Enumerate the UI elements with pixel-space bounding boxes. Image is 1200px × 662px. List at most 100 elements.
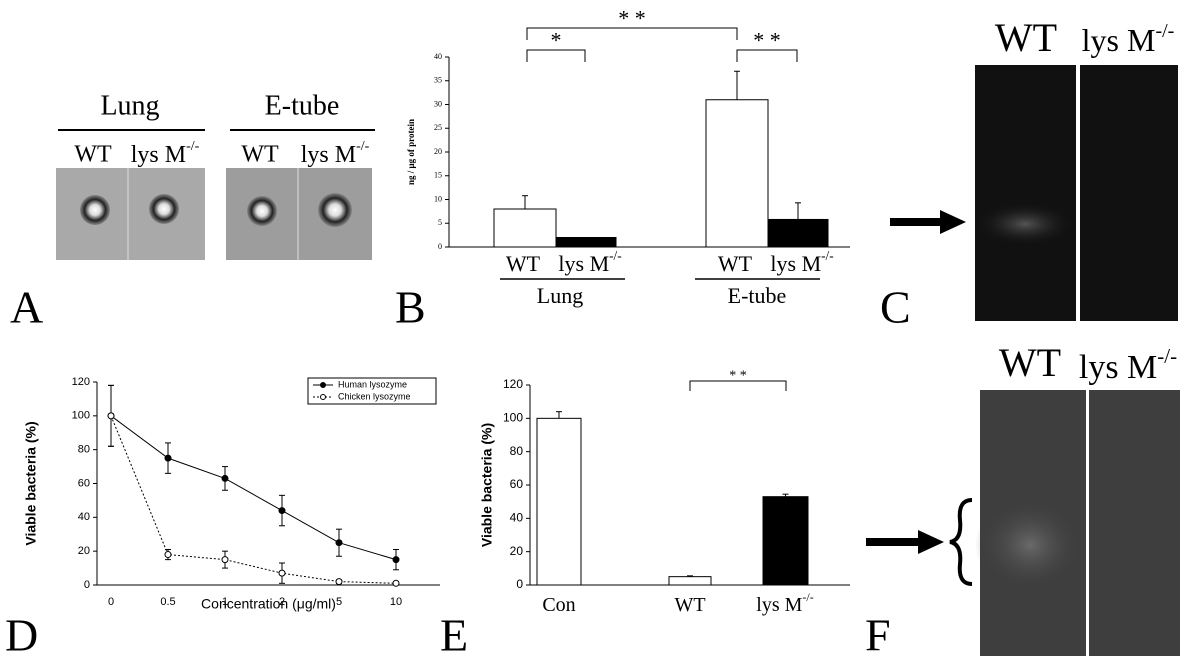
x-tick-label: 1 xyxy=(222,596,228,608)
series-line xyxy=(110,415,397,584)
y-tick-label: 5 xyxy=(438,218,442,227)
significance-label: * xyxy=(551,27,562,52)
plate-well xyxy=(318,193,352,227)
group-title: Lung xyxy=(100,90,159,121)
group-title: E-tube xyxy=(265,90,340,121)
x-tick-label-text: WT xyxy=(506,251,541,276)
legend-box xyxy=(307,377,437,405)
bar xyxy=(536,417,582,586)
significance-label: * * xyxy=(729,368,747,383)
lane-label: WT xyxy=(241,142,279,168)
y-tick-label: 30 xyxy=(434,99,442,108)
significance-bracket xyxy=(736,49,798,62)
y-tick-label: 80 xyxy=(510,444,524,458)
panel-label: C xyxy=(880,282,911,333)
marker xyxy=(164,551,172,559)
y-axis-label: Viable bacteria (%) xyxy=(23,421,39,545)
x-tick-label-text: lys M xyxy=(770,251,821,276)
significance-label: * * xyxy=(753,27,781,52)
x-tick-label-text: lys M xyxy=(756,594,802,616)
panel-label: F xyxy=(865,610,891,661)
marker xyxy=(164,454,172,462)
marker xyxy=(221,474,229,482)
x-tick-label-text: WT xyxy=(674,594,705,616)
superscript: -/- xyxy=(356,139,370,154)
x-tick-label: lys M-/- xyxy=(558,248,621,276)
x-tick-label: WT xyxy=(718,251,753,276)
y-tick-label: 10 xyxy=(434,194,442,203)
y-tick-label: 15 xyxy=(434,171,442,180)
superscript: -/- xyxy=(821,248,833,263)
y-tick-label: 0 xyxy=(438,242,442,251)
x-tick-label: lys M-/- xyxy=(770,248,833,276)
superscript: -/- xyxy=(1157,344,1177,368)
lane-label: lys M-/- xyxy=(301,139,370,167)
panel-label: D xyxy=(5,610,38,661)
x-tick-label: WT xyxy=(506,251,541,276)
x-tick-label: Con xyxy=(542,594,575,616)
marker xyxy=(107,412,115,420)
bar xyxy=(668,576,712,586)
lane-label-text: lys M xyxy=(1082,22,1156,58)
x-tick-label: 10 xyxy=(390,596,402,608)
arrow xyxy=(866,530,944,554)
superscript: -/- xyxy=(802,590,813,604)
bar xyxy=(767,218,829,248)
bar xyxy=(762,496,809,586)
marker xyxy=(392,579,400,587)
group-label: E-tube xyxy=(728,283,787,308)
x-tick-label: 0.5 xyxy=(160,596,175,608)
bar xyxy=(555,237,617,248)
x-axis-label: Concentration (μg/ml) xyxy=(201,596,336,612)
superscript: -/- xyxy=(609,248,621,263)
y-tick-label: 100 xyxy=(72,410,90,422)
legend-marker xyxy=(320,394,326,400)
lane-label-text: lys M xyxy=(301,142,356,168)
y-tick-label: 25 xyxy=(434,123,442,132)
series-line xyxy=(110,415,397,561)
superscript: -/- xyxy=(1155,20,1174,42)
x-tick-label: 5 xyxy=(336,596,342,608)
legend-label: Chicken lysozyme xyxy=(338,391,411,401)
plate-well xyxy=(247,196,277,226)
marker xyxy=(278,569,286,577)
y-tick-label: 60 xyxy=(510,477,524,491)
lane-label: lys M-/- xyxy=(1082,20,1175,59)
y-tick-label: 40 xyxy=(510,511,524,525)
y-tick-label: 20 xyxy=(78,545,90,557)
y-tick-label: 20 xyxy=(510,544,524,558)
x-tick-label-text: WT xyxy=(718,251,753,276)
y-tick-label: 60 xyxy=(78,477,90,489)
y-tick-label: 35 xyxy=(434,76,442,85)
bar xyxy=(705,99,769,248)
y-tick-label: 20 xyxy=(434,147,442,156)
lane-label: lys M-/- xyxy=(1079,344,1177,386)
plate-well xyxy=(80,195,110,225)
significance-bracket xyxy=(689,380,787,391)
panel-label: A xyxy=(10,282,43,333)
lane-label: lys M-/- xyxy=(131,139,200,167)
y-axis-label: Viable bacteria (%) xyxy=(479,423,495,547)
legend-label: Human lysozyme xyxy=(338,379,407,389)
x-tick-label-text: Con xyxy=(542,594,575,616)
y-tick-label: 40 xyxy=(434,52,442,61)
brace xyxy=(949,498,973,586)
lane-label: WT xyxy=(995,15,1057,60)
divider xyxy=(1086,390,1089,656)
plate-image xyxy=(56,168,205,260)
divider xyxy=(1076,65,1080,321)
x-tick-label: WT xyxy=(674,594,705,616)
y-tick-label: 40 xyxy=(78,511,90,523)
y-tick-label: 0 xyxy=(84,579,90,591)
y-tick-label: 100 xyxy=(503,411,523,425)
gel-band xyxy=(975,497,1085,593)
x-tick-label: 2 xyxy=(279,596,285,608)
y-tick-label: 120 xyxy=(503,377,523,391)
legend-marker xyxy=(320,382,326,388)
panel-label: E xyxy=(440,610,468,661)
significance-bracket xyxy=(526,49,586,62)
bar xyxy=(493,208,557,248)
superscript: -/- xyxy=(186,139,200,154)
plate-well xyxy=(149,194,179,224)
